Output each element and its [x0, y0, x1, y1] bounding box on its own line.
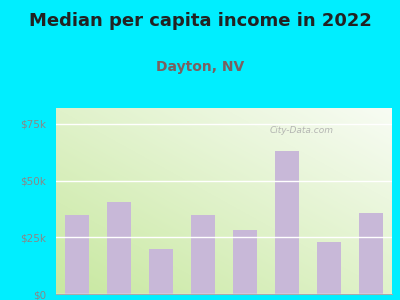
Text: City-Data.com: City-Data.com [269, 126, 333, 135]
Text: Dayton, NV: Dayton, NV [156, 60, 244, 74]
Bar [276, 151, 298, 294]
Bar [108, 202, 130, 294]
Bar [192, 214, 214, 294]
Text: Median per capita income in 2022: Median per capita income in 2022 [28, 12, 372, 30]
Bar [318, 242, 340, 294]
Bar [66, 214, 88, 294]
Bar [360, 214, 382, 294]
Bar [234, 230, 256, 294]
Bar [150, 249, 172, 294]
